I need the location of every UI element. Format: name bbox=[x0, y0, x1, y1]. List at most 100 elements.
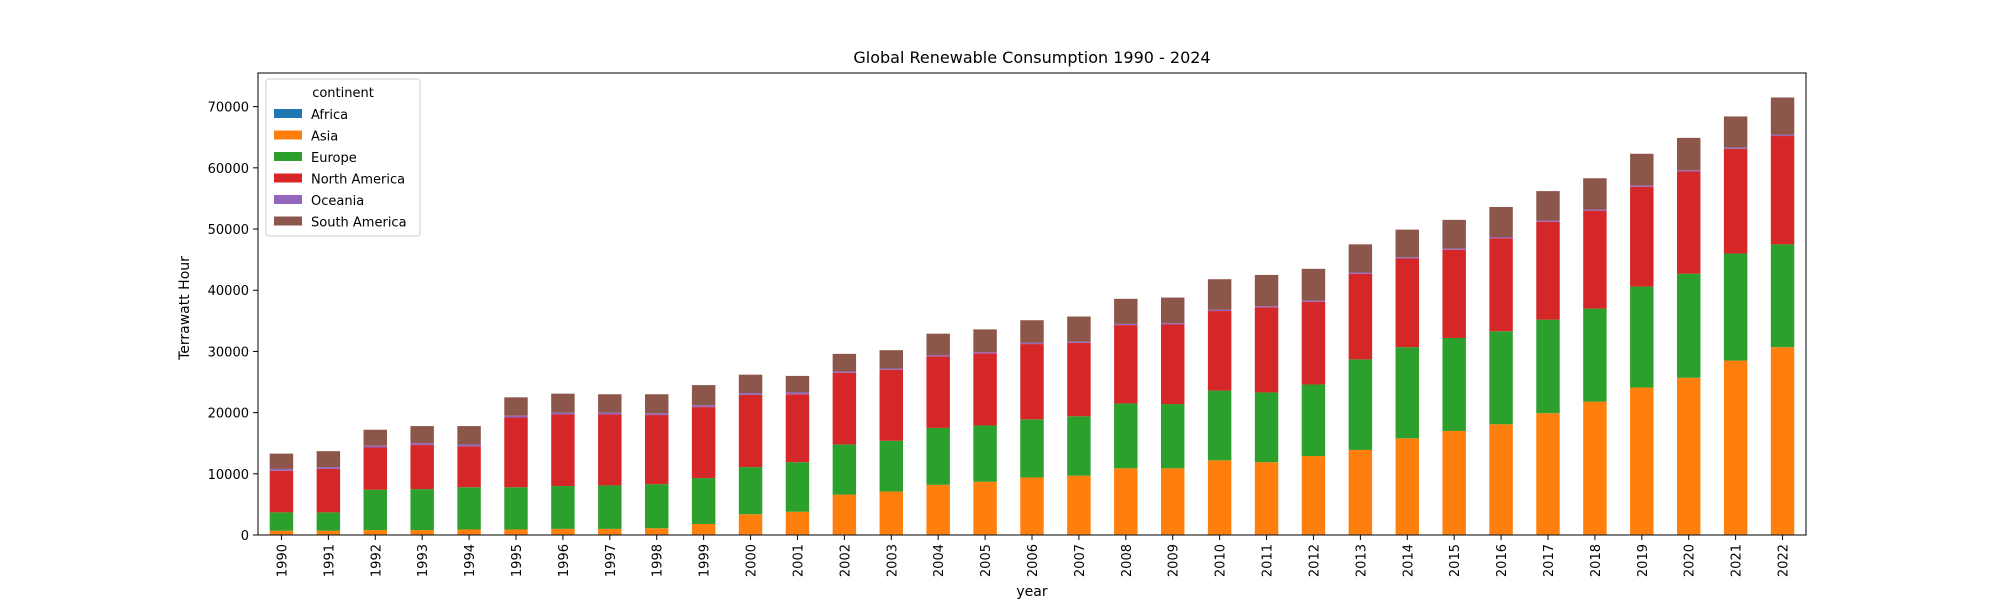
bar-north-america-2006 bbox=[1020, 344, 1044, 420]
bar-asia-1993 bbox=[410, 530, 434, 535]
bar-north-america-2008 bbox=[1114, 325, 1138, 404]
legend-label: South America bbox=[311, 216, 407, 231]
bar-north-america-2001 bbox=[785, 394, 810, 463]
x-tick-label: 1997 bbox=[604, 544, 619, 577]
x-tick-label: 1991 bbox=[322, 544, 337, 577]
bar-north-america-1993 bbox=[410, 445, 434, 490]
bar-europe-2000 bbox=[738, 467, 763, 515]
bar-europe-2001 bbox=[785, 462, 810, 512]
bar-south-america-2019 bbox=[1630, 153, 1654, 186]
bar-south-america-2014 bbox=[1395, 229, 1419, 258]
bar-south-america-2001 bbox=[785, 375, 810, 393]
bar-south-america-2016 bbox=[1489, 207, 1513, 237]
bar-south-america-1993 bbox=[410, 426, 434, 444]
y-tick-label: 70000 bbox=[208, 101, 249, 116]
bar-asia-2019 bbox=[1630, 387, 1654, 535]
bar-asia-2003 bbox=[879, 491, 903, 535]
bar-oceania-1992 bbox=[363, 445, 387, 448]
legend-swatch bbox=[274, 216, 302, 226]
bar-north-america-2013 bbox=[1348, 273, 1373, 360]
bar-north-america-2016 bbox=[1489, 238, 1513, 332]
bar-asia-2022 bbox=[1770, 347, 1795, 535]
y-tick-label: 0 bbox=[241, 529, 249, 544]
bar-south-america-1991 bbox=[316, 451, 341, 468]
bar-europe-1999 bbox=[691, 478, 716, 524]
chart-title: Global Renewable Consumption 1990 - 2024 bbox=[853, 48, 1210, 67]
bar-europe-2021 bbox=[1723, 253, 1748, 361]
bar-oceania-1995 bbox=[504, 415, 528, 418]
bar-oceania-2004 bbox=[926, 355, 950, 357]
bar-europe-1996 bbox=[551, 486, 575, 529]
bar-south-america-1999 bbox=[691, 385, 716, 406]
bars-layer bbox=[269, 97, 1795, 535]
bar-europe-1994 bbox=[457, 487, 481, 530]
bar-north-america-2003 bbox=[879, 369, 903, 441]
bar-europe-1997 bbox=[598, 485, 622, 529]
bar-oceania-2000 bbox=[738, 393, 763, 395]
bar-europe-2004 bbox=[926, 427, 950, 485]
bar-north-america-1994 bbox=[457, 446, 481, 488]
bar-europe-2010 bbox=[1207, 390, 1232, 461]
bar-south-america-1992 bbox=[363, 429, 387, 446]
bar-asia-2012 bbox=[1301, 456, 1326, 535]
bar-north-america-1998 bbox=[645, 415, 669, 485]
x-tick-label: 1999 bbox=[698, 544, 713, 577]
bar-south-america-2012 bbox=[1301, 268, 1326, 301]
legend-label: Asia bbox=[311, 130, 338, 145]
bar-europe-2005 bbox=[973, 425, 997, 482]
bar-europe-2017 bbox=[1536, 319, 1560, 414]
bar-oceania-1999 bbox=[691, 405, 716, 408]
bar-asia-2002 bbox=[832, 494, 857, 535]
bar-asia-2007 bbox=[1067, 475, 1091, 535]
bar-north-america-1990 bbox=[269, 470, 294, 513]
bar-europe-2009 bbox=[1161, 404, 1185, 469]
bar-south-america-2017 bbox=[1536, 191, 1560, 221]
bar-oceania-1996 bbox=[551, 412, 575, 415]
bar-europe-2015 bbox=[1442, 337, 1466, 431]
bar-north-america-1995 bbox=[504, 417, 528, 488]
bar-europe-2019 bbox=[1630, 286, 1654, 388]
bar-asia-2020 bbox=[1677, 377, 1701, 535]
legend-swatch bbox=[274, 109, 302, 118]
bar-asia-1991 bbox=[316, 530, 341, 535]
y-tick-label: 20000 bbox=[208, 407, 249, 422]
bar-asia-1990 bbox=[269, 530, 294, 535]
bar-asia-1992 bbox=[363, 530, 387, 535]
bar-asia-1994 bbox=[457, 529, 481, 535]
legend-box bbox=[265, 78, 421, 237]
bar-south-america-1995 bbox=[504, 397, 528, 416]
x-tick-label: 2004 bbox=[932, 544, 947, 577]
bar-asia-2006 bbox=[1020, 477, 1044, 535]
bar-europe-2006 bbox=[1020, 419, 1044, 478]
bar-europe-2014 bbox=[1395, 347, 1419, 439]
bar-asia-2013 bbox=[1348, 449, 1373, 535]
x-tick-label: 1993 bbox=[416, 544, 431, 577]
x-tick-label: 2000 bbox=[745, 544, 760, 577]
legend-swatch bbox=[274, 173, 302, 183]
bar-north-america-2009 bbox=[1161, 324, 1185, 405]
bar-asia-2018 bbox=[1583, 401, 1607, 535]
bar-south-america-2002 bbox=[832, 353, 857, 372]
bar-north-america-2010 bbox=[1207, 311, 1232, 391]
x-tick-label: 2009 bbox=[1167, 544, 1182, 577]
legend-title: continent bbox=[312, 86, 374, 101]
x-tick-label: 1995 bbox=[510, 544, 525, 577]
x-tick-label: 2006 bbox=[1026, 544, 1041, 577]
bar-oceania-1997 bbox=[598, 412, 622, 415]
x-tick-label: 2003 bbox=[885, 544, 900, 577]
x-tick-label: 2012 bbox=[1307, 544, 1322, 577]
bar-north-america-2019 bbox=[1630, 186, 1654, 287]
x-tick-label: 2008 bbox=[1120, 544, 1135, 577]
x-tick-label: 2016 bbox=[1495, 544, 1510, 577]
bar-north-america-2015 bbox=[1442, 249, 1466, 338]
x-tick-label: 1992 bbox=[369, 544, 384, 577]
bar-asia-1998 bbox=[645, 528, 669, 535]
bar-oceania-2016 bbox=[1489, 236, 1513, 239]
x-tick-label: 2005 bbox=[979, 544, 994, 577]
bar-north-america-2021 bbox=[1723, 148, 1748, 254]
bar-asia-2021 bbox=[1723, 360, 1748, 535]
bar-oceania-2006 bbox=[1020, 342, 1044, 345]
bar-oceania-1993 bbox=[410, 443, 434, 446]
bar-asia-1997 bbox=[598, 528, 622, 535]
bar-europe-2002 bbox=[832, 444, 857, 495]
